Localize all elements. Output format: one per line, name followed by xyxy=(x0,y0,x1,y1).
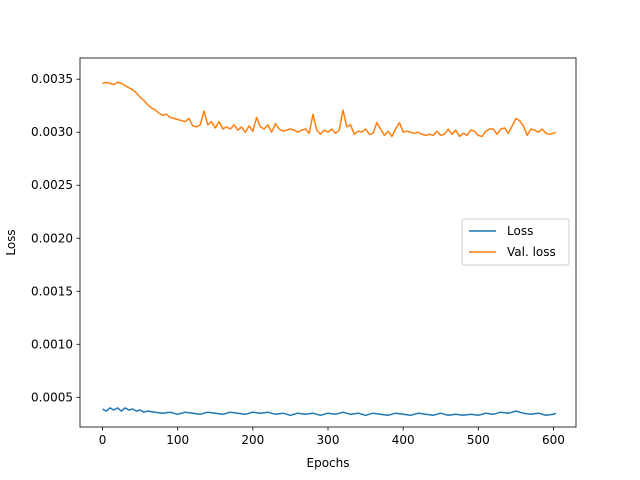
y-tick-label: 0.0005 xyxy=(31,390,73,404)
x-axis: 0 100 200 300 400 500 600 xyxy=(99,427,565,447)
y-tick-label: 0.0030 xyxy=(31,125,73,139)
y-tick-label: 0.0025 xyxy=(31,178,73,192)
x-tick-label: 200 xyxy=(241,433,264,447)
x-tick-label: 100 xyxy=(166,433,189,447)
y-tick-label: 0.0035 xyxy=(31,72,73,86)
y-axis: 0.0005 0.0010 0.0015 0.0020 0.0025 0.0030 0.00… xyxy=(31,72,80,404)
y-axis-label: Loss xyxy=(4,229,18,255)
x-axis-label: Epochs xyxy=(307,456,350,470)
x-tick-label: 400 xyxy=(392,433,415,447)
x-tick-label: 600 xyxy=(542,433,565,447)
series-layer xyxy=(102,81,557,417)
x-tick-label: 300 xyxy=(317,433,340,447)
x-tick-label: 0 xyxy=(99,433,107,447)
legend-label-loss: Loss xyxy=(507,224,533,238)
series-line-1 xyxy=(102,81,557,138)
y-tick-label: 0.0010 xyxy=(31,337,73,351)
y-tick-label: 0.0015 xyxy=(31,284,73,298)
legend-label-val-loss: Val. loss xyxy=(507,245,556,259)
series-line-0 xyxy=(102,407,557,417)
y-tick-label: 0.0020 xyxy=(31,231,73,245)
x-tick-label: 500 xyxy=(467,433,490,447)
legend: Loss Val. loss xyxy=(461,218,570,266)
